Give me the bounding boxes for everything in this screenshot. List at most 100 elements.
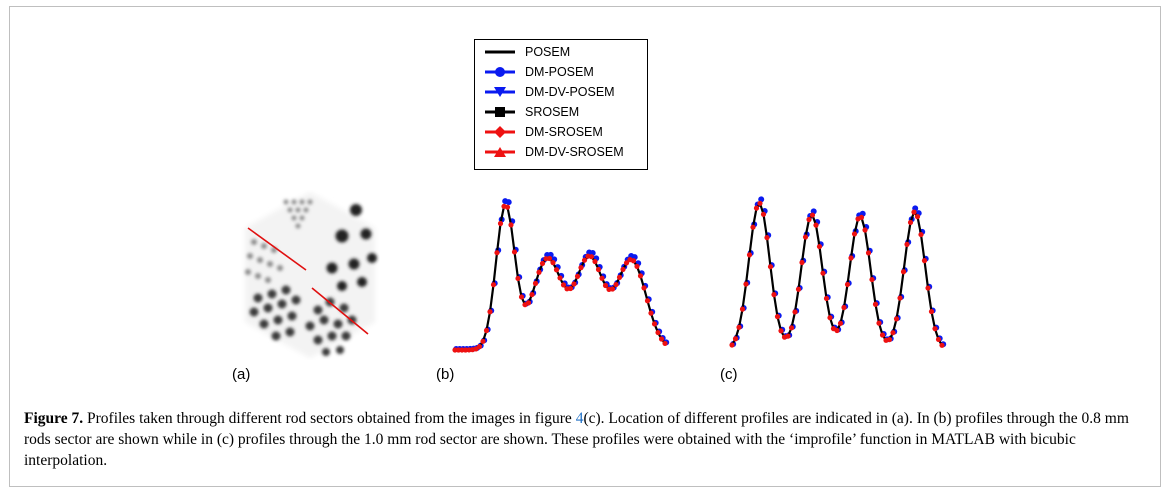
red-profile-marker — [935, 336, 942, 343]
red-profile-marker — [729, 342, 735, 348]
legend-label: DM-SROSEM — [525, 125, 603, 139]
panel-label-c: (c) — [720, 366, 738, 383]
square-marker-icon — [485, 107, 515, 117]
red-profile-marker — [890, 330, 896, 336]
red-profile-marker — [630, 258, 637, 264]
red-profile-marker — [739, 306, 746, 312]
red-profile-marker — [599, 275, 605, 281]
red-profile-marker — [483, 327, 490, 334]
red-profile-marker — [788, 325, 795, 331]
red-profile-marker — [886, 336, 893, 343]
red-profile-marker — [487, 309, 493, 315]
caption-text-2: (c). Location of different profiles are … — [24, 410, 1129, 469]
red-profile-marker — [592, 258, 598, 265]
red-profile-marker — [750, 224, 756, 230]
red-profile-marker — [939, 342, 945, 348]
red-profile-marker — [844, 281, 851, 288]
red-profile-marker — [862, 227, 868, 233]
red-profile-marker — [588, 254, 595, 260]
profile-line-1 — [247, 227, 307, 271]
legend-label: DM-POSEM — [525, 65, 594, 79]
circle-marker-icon — [485, 67, 515, 77]
red-profile-marker — [560, 282, 567, 288]
red-profile-marker — [918, 231, 924, 238]
red-profile-marker — [785, 333, 791, 339]
red-profile-marker — [529, 291, 535, 298]
red-profile-marker — [553, 267, 560, 273]
red-profile-marker — [925, 285, 931, 291]
red-profile-marker — [494, 250, 500, 256]
red-profile-marker — [511, 249, 518, 255]
red-profile-marker — [792, 309, 798, 315]
profile-plot-c — [729, 196, 947, 348]
red-profile-marker — [799, 259, 805, 266]
red-profile-marker — [771, 292, 777, 298]
red-profile-marker — [827, 315, 833, 321]
red-profile-marker — [893, 316, 900, 322]
red-profile-marker — [637, 273, 644, 279]
profile-line-2 — [311, 287, 369, 335]
red-profile-marker — [480, 338, 486, 344]
triangle-down-marker-icon — [485, 87, 515, 97]
legend-item-posem: POSEM — [475, 44, 647, 62]
legend-item-dm-dv-posem: DM-DV-POSEM — [475, 84, 647, 102]
red-profile-marker — [897, 295, 903, 301]
red-profile-marker — [795, 286, 802, 292]
panel-label-b: (b) — [436, 366, 455, 383]
caption-text-1: Profiles taken through different rod sec… — [83, 410, 576, 427]
red-profile-marker — [515, 275, 521, 282]
red-profile-marker — [767, 264, 774, 270]
red-profile-marker — [651, 321, 658, 327]
red-profile-marker — [578, 265, 584, 271]
red-profile-marker — [655, 329, 661, 336]
red-profile-marker — [536, 269, 542, 275]
red-profile-marker — [876, 320, 882, 326]
red-profile-marker — [869, 276, 875, 283]
red-profile-marker — [778, 328, 784, 334]
red-profile-marker — [571, 281, 577, 287]
triangle-up-marker-icon — [485, 147, 515, 157]
red-profile-marker — [753, 205, 760, 211]
legend-item-srosem: SROSEM — [475, 104, 647, 122]
red-profile-marker — [602, 282, 609, 289]
red-profile-marker — [518, 294, 525, 300]
red-profile-marker — [834, 327, 840, 334]
red-profile-marker — [813, 222, 819, 228]
red-profile-marker — [858, 214, 865, 221]
legend-label: DM-DV-POSEM — [525, 85, 615, 99]
red-profile-marker — [837, 320, 844, 326]
red-profile-marker — [841, 304, 847, 311]
profile-plot-b — [452, 198, 670, 353]
red-profile-marker — [623, 260, 630, 266]
legend-item-dm-srosem: DM-SROSEM — [475, 124, 647, 142]
red-profile-marker — [557, 275, 563, 281]
red-profile-marker — [743, 281, 749, 287]
red-profile-marker — [634, 263, 640, 269]
caption-label: Figure 7. — [24, 410, 84, 427]
red-profile-marker — [865, 250, 872, 256]
legend-label: SROSEM — [525, 105, 580, 119]
red-profile-marker — [816, 243, 823, 250]
red-profile-marker — [806, 216, 812, 223]
red-profile-marker — [595, 266, 602, 273]
red-profile-marker — [932, 326, 938, 332]
red-profile-marker — [879, 332, 886, 338]
red-profile-marker — [746, 252, 753, 258]
figure-frame — [9, 6, 1161, 487]
line-swatch-icon — [485, 50, 515, 54]
diamond-marker-icon — [485, 126, 515, 138]
red-profile-marker — [620, 266, 626, 273]
red-profile-marker — [609, 286, 616, 292]
red-profile-marker — [476, 344, 483, 350]
red-profile-marker — [851, 231, 858, 237]
red-profile-marker — [764, 235, 770, 241]
red-profile-marker — [848, 255, 854, 261]
legend-label: POSEM — [525, 45, 571, 59]
red-profile-marker — [525, 300, 532, 306]
figure-reference-link[interactable]: 4 — [575, 410, 584, 427]
red-profile-marker — [900, 269, 907, 275]
red-profile-marker — [613, 281, 619, 288]
red-profile-marker — [921, 258, 928, 264]
red-profile-marker — [641, 285, 647, 291]
blue-profile-marker — [505, 199, 512, 206]
